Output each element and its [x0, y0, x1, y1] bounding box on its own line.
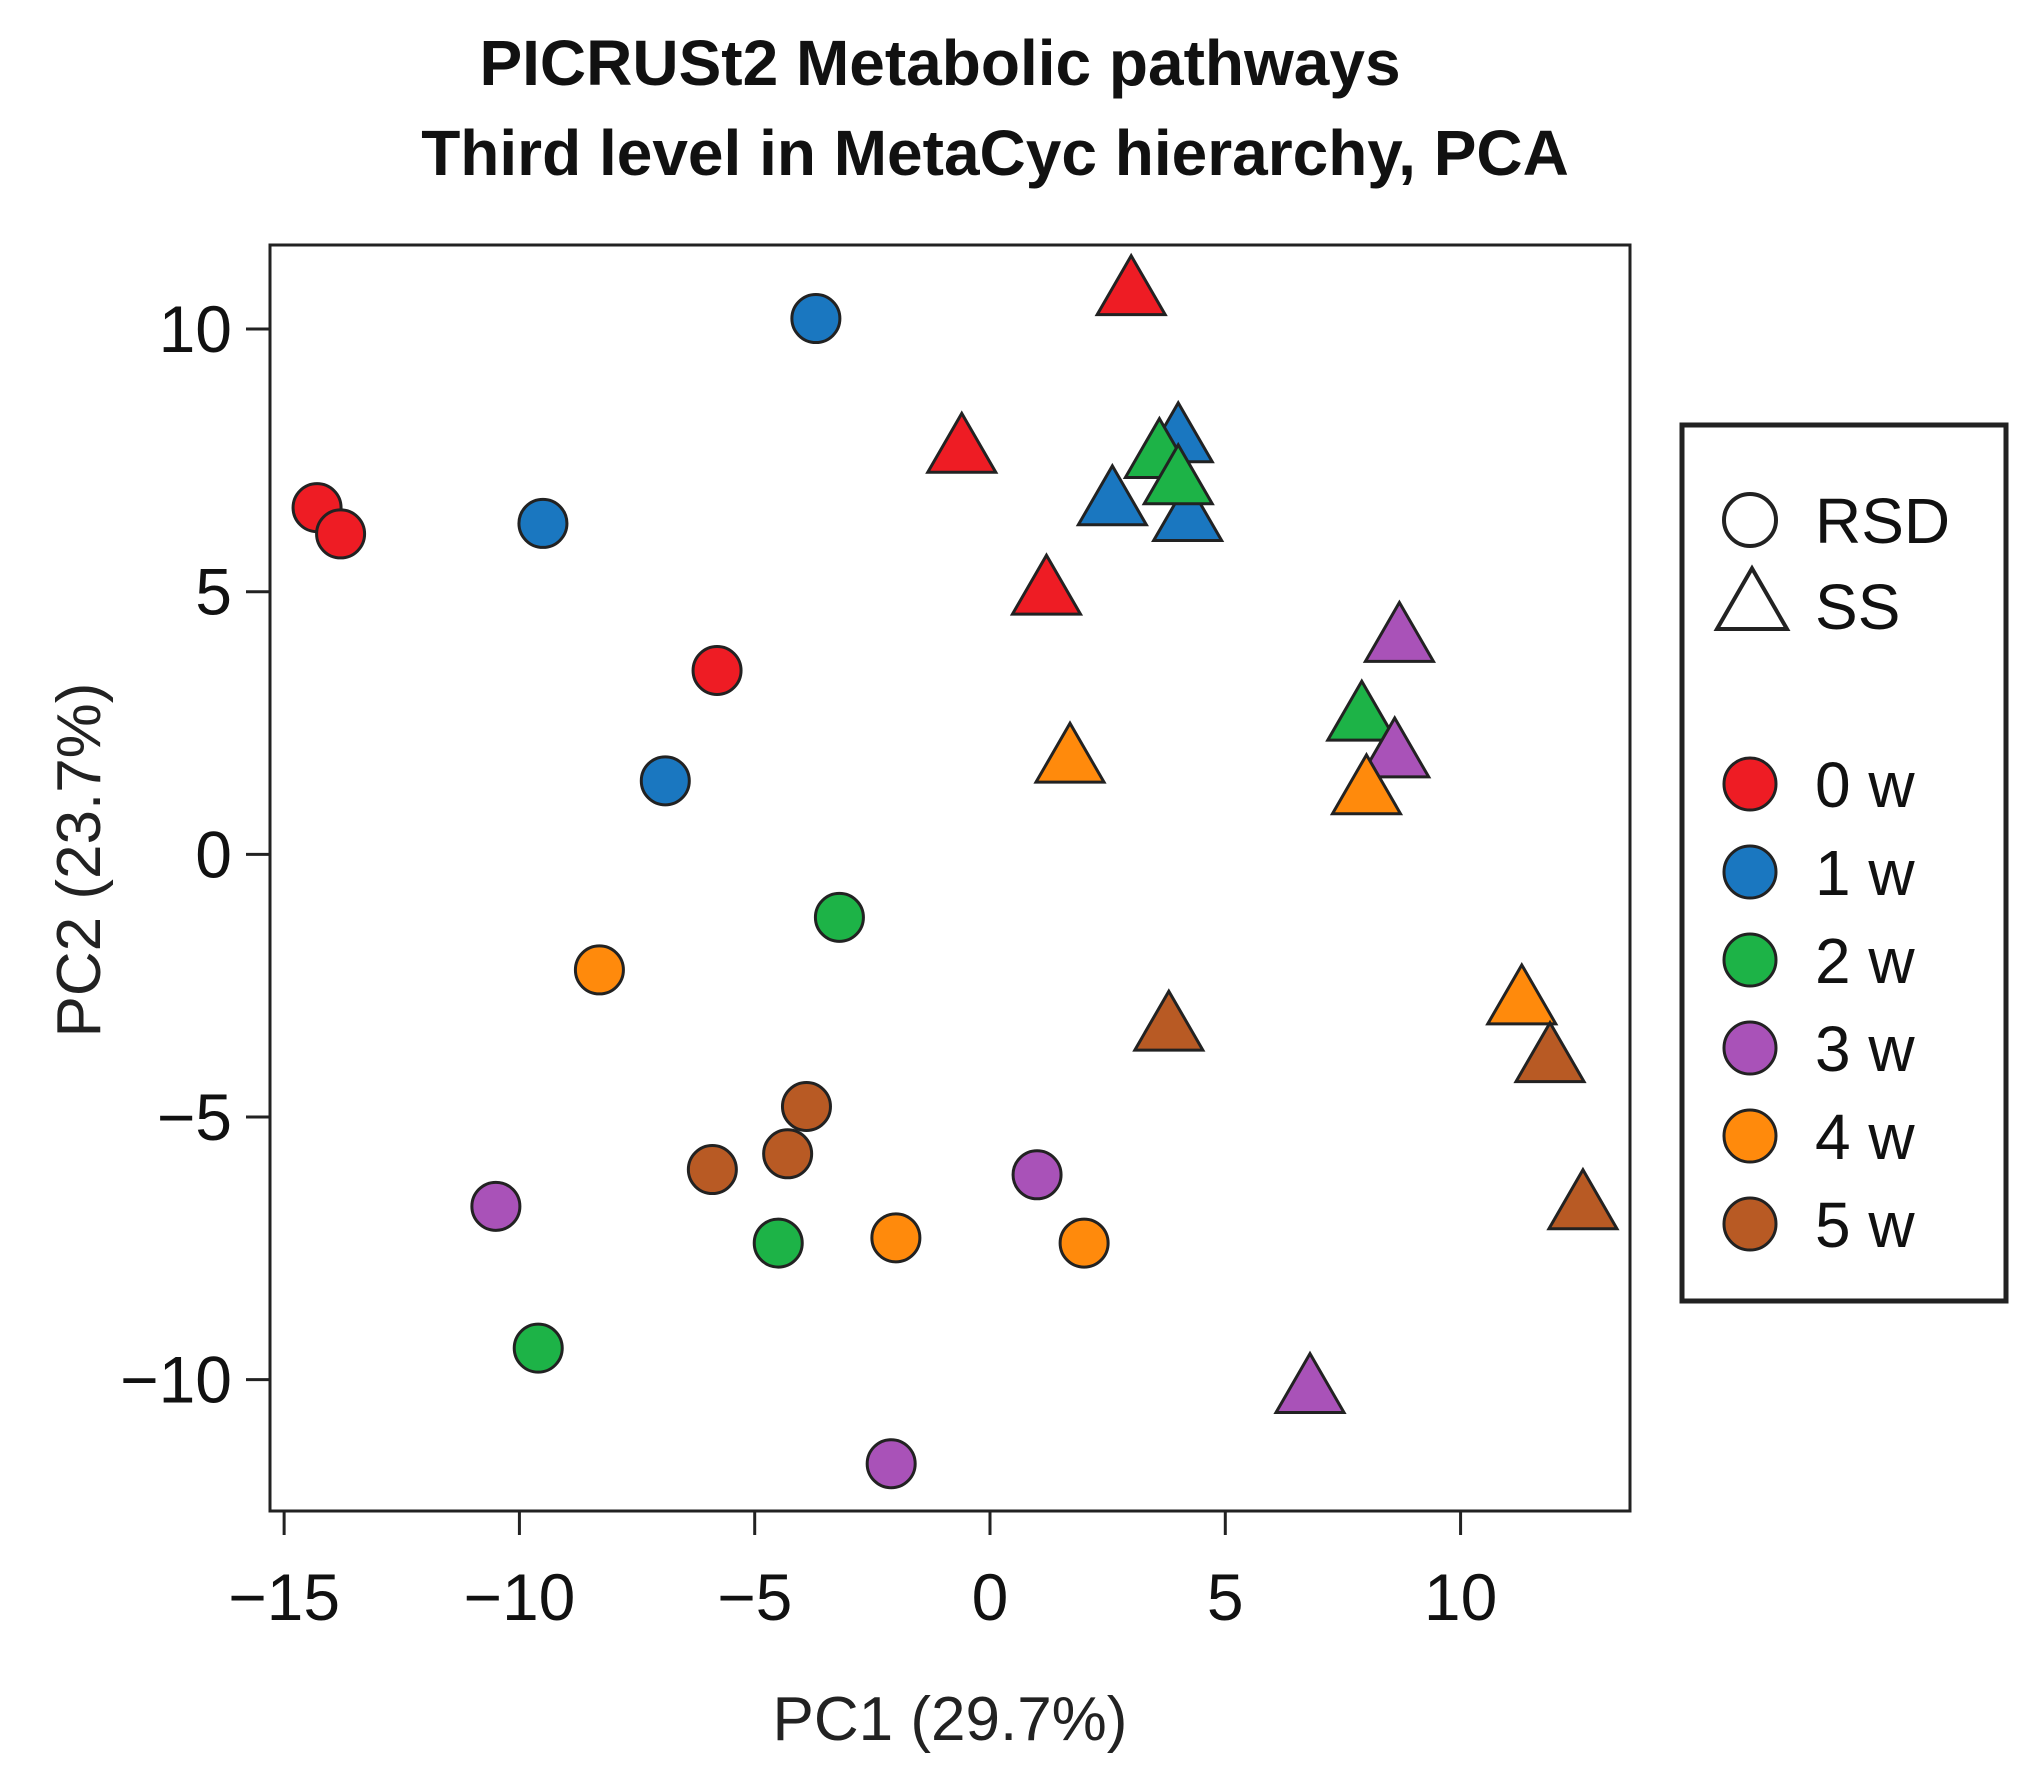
data-point-rsd-3w — [1011, 1149, 1063, 1201]
data-point-rsd-1w — [517, 497, 569, 549]
data-point-rsd-2w — [813, 891, 865, 943]
legend-color-swatch-2w — [1722, 932, 1778, 988]
legend-color-swatch-1w — [1722, 844, 1778, 900]
x-tick-label: 0 — [972, 1560, 1009, 1634]
legend: RSD SS 0 w 1 w 2 w 3 w 4 w 5 w — [1679, 422, 2009, 1304]
data-point-rsd-2w — [752, 1217, 804, 1269]
chart-title-line-2: Third level in MetaCyc hierarchy, PCA — [421, 117, 1569, 189]
data-points — [291, 252, 1620, 1490]
data-point-ss-5w — [1546, 1166, 1620, 1231]
data-point-rsd-0w — [315, 508, 367, 560]
data-point-rsd-4w — [1058, 1217, 1110, 1269]
legend-circle-icon — [1722, 492, 1778, 548]
data-point-rsd-5w — [762, 1128, 814, 1180]
data-point-ss-4w — [1485, 961, 1559, 1026]
data-point-ss-4w — [1329, 751, 1404, 816]
x-axis: −15 −10 −5 0 5 10 — [228, 1509, 1497, 1634]
legend-shape-label: RSD — [1815, 485, 1950, 557]
data-point-ss-3w — [1273, 1350, 1347, 1415]
data-point-ss-5w — [1513, 1019, 1587, 1084]
data-point-rsd-4w — [870, 1212, 922, 1264]
y-tick-label: 5 — [195, 555, 232, 629]
y-axis-label: PC2 (23.7%) — [45, 683, 114, 1038]
legend-shape-label: SS — [1815, 571, 1900, 643]
legend-color-label: 5 w — [1815, 1189, 1915, 1261]
x-tick-label: −10 — [463, 1560, 575, 1634]
legend-color-swatch-0w — [1722, 756, 1778, 812]
data-point-ss-0w — [1009, 552, 1084, 616]
data-point-rsd-0w — [691, 645, 743, 697]
x-tick-label: −15 — [228, 1560, 340, 1634]
x-tick-label: 5 — [1207, 1560, 1244, 1634]
data-point-rsd-1w — [790, 293, 842, 345]
legend-color-swatch-3w — [1722, 1020, 1778, 1076]
y-tick-label: 10 — [159, 292, 232, 366]
data-point-rsd-4w — [573, 944, 625, 996]
x-tick-label: −5 — [717, 1560, 792, 1634]
data-point-rsd-3w — [470, 1180, 522, 1232]
data-point-rsd-2w — [512, 1322, 564, 1374]
data-point-rsd-3w — [865, 1438, 917, 1490]
data-point-ss-1w — [1075, 462, 1149, 527]
legend-color-label: 3 w — [1815, 1013, 1915, 1085]
data-point-ss-5w — [1132, 988, 1206, 1052]
y-tick-label: −10 — [120, 1343, 232, 1417]
data-point-rsd-5w — [686, 1144, 738, 1196]
legend-color-label: 4 w — [1815, 1101, 1915, 1173]
data-point-ss-4w — [1033, 720, 1107, 784]
chart-title-line-1: PICRUSt2 Metabolic pathways — [479, 27, 1400, 99]
y-tick-label: 0 — [195, 817, 232, 891]
x-tick-label: 10 — [1424, 1560, 1497, 1634]
data-point-ss-3w — [1362, 599, 1437, 663]
y-axis: −10 −5 0 5 10 — [120, 292, 272, 1417]
data-point-ss-0w — [1094, 252, 1168, 317]
legend-color-swatch-5w — [1722, 1196, 1778, 1252]
legend-color-label: 2 w — [1815, 925, 1915, 997]
legend-triangle-icon — [1713, 564, 1791, 632]
data-point-ss-0w — [925, 410, 999, 474]
legend-color-swatch-4w — [1722, 1108, 1778, 1164]
data-point-ss-3w — [1358, 715, 1432, 779]
data-point-ss-1w — [1151, 478, 1225, 543]
legend-color-label: 1 w — [1815, 837, 1915, 909]
legend-color-label: 0 w — [1815, 749, 1915, 821]
x-axis-label: PC1 (29.7%) — [773, 1685, 1128, 1754]
data-point-rsd-5w — [780, 1081, 832, 1133]
data-point-ss-2w — [1141, 441, 1215, 506]
data-point-ss-2w — [1325, 678, 1399, 742]
y-tick-label: −5 — [157, 1080, 232, 1154]
data-point-rsd-1w — [639, 755, 691, 807]
